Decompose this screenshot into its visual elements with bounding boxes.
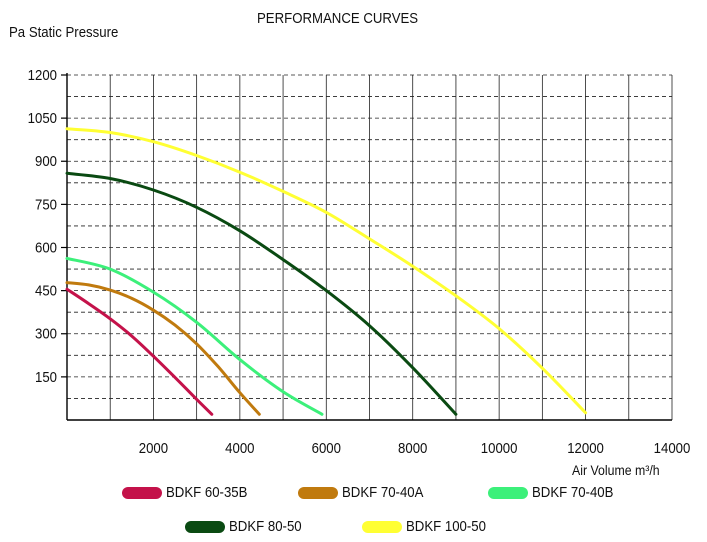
y-tick-label: 450 bbox=[35, 282, 57, 299]
x-tick-label: 12000 bbox=[567, 439, 604, 456]
y-tick-label: 300 bbox=[35, 325, 57, 342]
legend-swatch bbox=[185, 520, 225, 533]
y-tick-label: 600 bbox=[35, 239, 57, 256]
x-axis-label: Air Volume m³/h bbox=[572, 462, 660, 478]
series-line-bdkf-100-50 bbox=[65, 127, 588, 415]
legend-swatch bbox=[298, 486, 338, 499]
chart-title: PERFORMANCE CURVES bbox=[257, 10, 419, 27]
series-line-bdkf-80-50 bbox=[65, 171, 458, 416]
x-tick-label: 2000 bbox=[139, 439, 168, 456]
legend-label: BDKF 70-40A bbox=[342, 484, 424, 501]
legend-item-bdkf-60-35b: BDKF 60-35B bbox=[122, 484, 259, 501]
legend-swatch bbox=[122, 486, 162, 499]
legend-label: BDKF 100-50 bbox=[406, 518, 486, 535]
x-tick-label: 8000 bbox=[398, 439, 427, 456]
y-tick-label: 1050 bbox=[28, 109, 57, 126]
y-tick-label: 900 bbox=[35, 152, 57, 169]
y-axis-label: Pa Static Pressure bbox=[9, 24, 119, 41]
y-tick-label: 150 bbox=[35, 368, 57, 385]
series-line-bdkf-70-40b bbox=[65, 256, 324, 416]
legend-item-bdkf-100-50: BDKF 100-50 bbox=[362, 518, 497, 535]
legend-swatch bbox=[362, 520, 402, 533]
legend-item-bdkf-70-40a: BDKF 70-40A bbox=[298, 484, 435, 501]
x-tick-label: 10000 bbox=[481, 439, 518, 456]
legend-label: BDKF 60-35B bbox=[166, 484, 248, 501]
legend-label: BDKF 80-50 bbox=[229, 518, 302, 535]
legend-item-bdkf-80-50: BDKF 80-50 bbox=[185, 518, 312, 535]
y-tick-label: 1200 bbox=[28, 66, 57, 83]
x-tick-label: 6000 bbox=[312, 439, 341, 456]
legend-swatch bbox=[488, 486, 528, 499]
series-line-bdkf-60-35b bbox=[65, 287, 214, 416]
legend-label: BDKF 70-40B bbox=[532, 484, 614, 501]
y-tick-label: 750 bbox=[35, 196, 57, 213]
series-line-bdkf-70-40a bbox=[65, 281, 261, 416]
x-tick-label: 4000 bbox=[225, 439, 254, 456]
legend-item-bdkf-70-40b: BDKF 70-40B bbox=[488, 484, 625, 501]
x-tick-label: 14000 bbox=[654, 439, 691, 456]
